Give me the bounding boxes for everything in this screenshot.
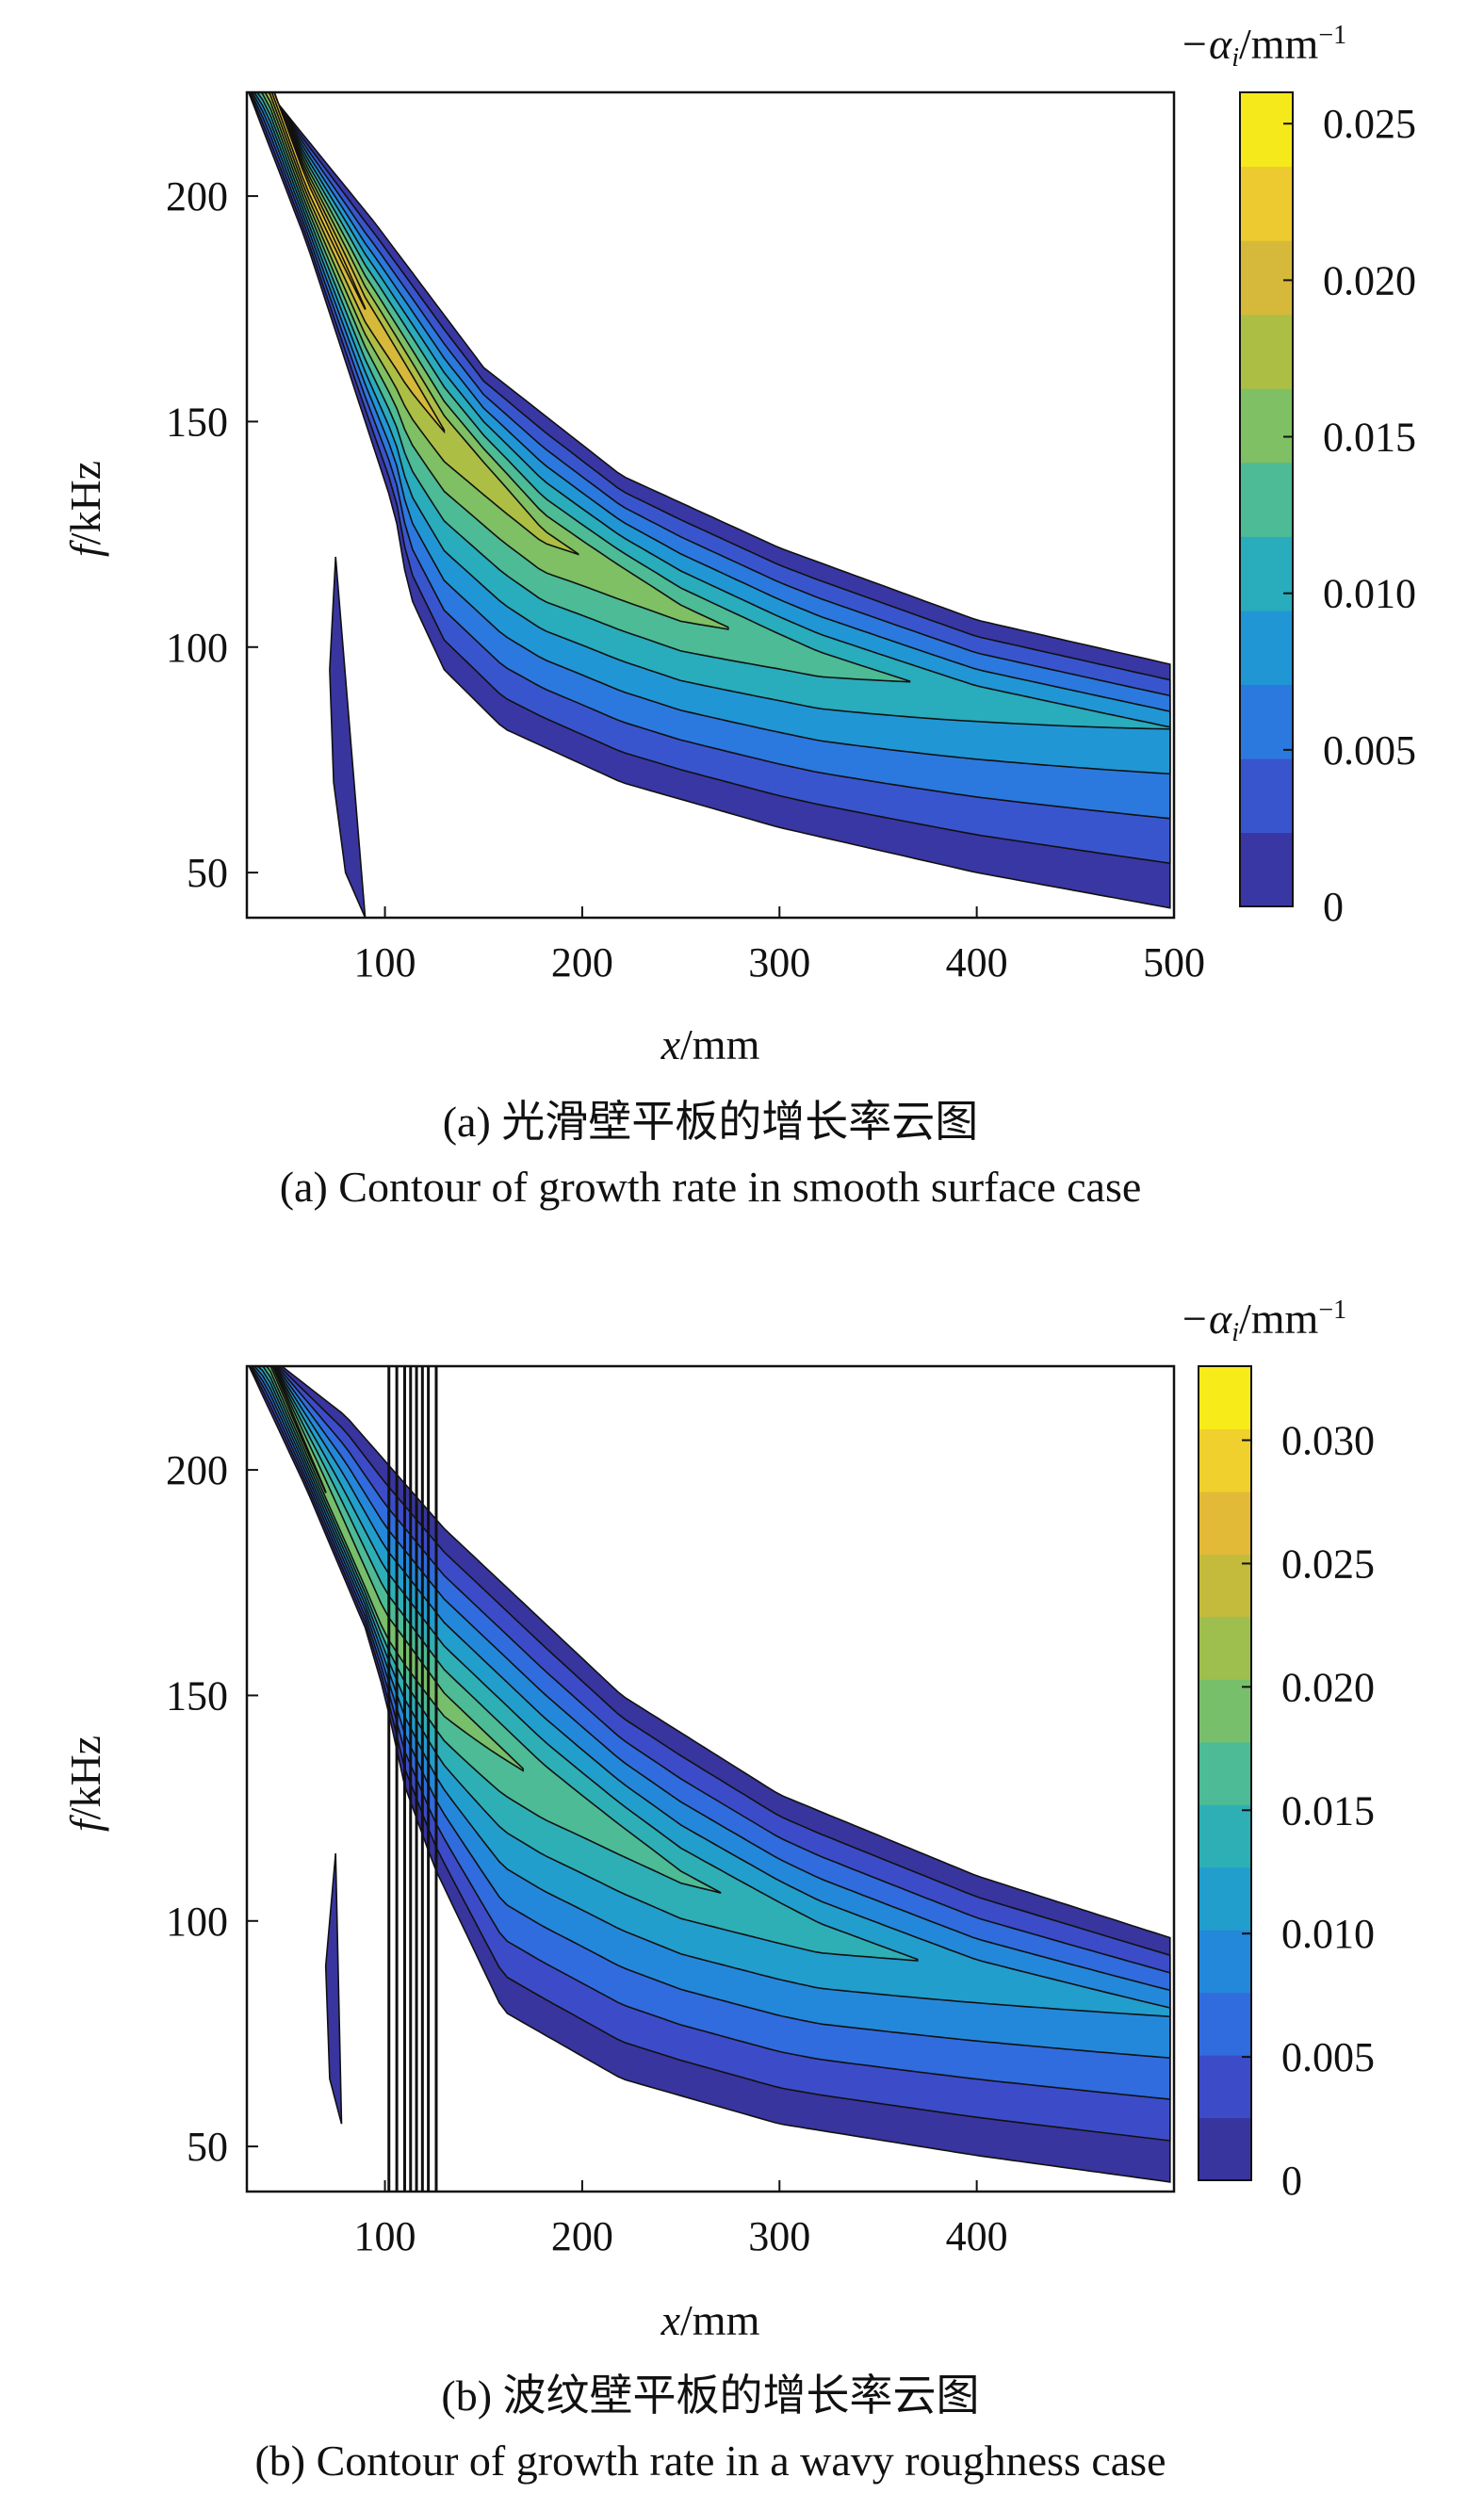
- y-tick-label: 50: [187, 2124, 228, 2170]
- colorbar-segment: [1199, 1366, 1251, 1430]
- colorbar-segment: [1199, 1491, 1251, 1555]
- contour-band-8: [269, 1366, 327, 1493]
- panel-b-caption-en: (b) Contour of growth rate in a wavy rou…: [254, 2437, 1166, 2485]
- contour-band-6: [260, 92, 729, 630]
- x-tick-label: 400: [946, 2213, 1008, 2259]
- contour-band-2: [250, 92, 1171, 820]
- colorbar-segment: [1240, 536, 1293, 611]
- contour-band-7: [264, 92, 579, 556]
- colorbar-tick-label: 0.020: [1281, 1664, 1375, 1710]
- colorbar-segment: [1240, 610, 1293, 685]
- colorbar-segment: [1240, 832, 1293, 907]
- lowfreq-region: [329, 556, 367, 918]
- x-tick-label: 200: [551, 2213, 613, 2259]
- panel-a-yticks: 50 100 150 200: [166, 173, 258, 896]
- panel-a-colorbar: 0 0.005 0.010 0.015 0.020 0.025: [1239, 91, 1416, 930]
- colorbar-segment: [1199, 1804, 1251, 1868]
- x-tick-label: 100: [354, 939, 416, 986]
- panel-a-plot-frame: [245, 90, 1176, 920]
- colorbar-frame: [1198, 1365, 1252, 2181]
- y-tick-label: 150: [166, 1672, 228, 1719]
- colorbar-segment: [1240, 462, 1293, 537]
- x-tick-label: 200: [551, 939, 613, 986]
- contour-band-10: [273, 92, 280, 105]
- panel-a-xticks: 100 200 300 400 500: [354, 906, 1205, 986]
- panel-a-colorbar-label: −αi/mm−1: [1180, 20, 1346, 73]
- colorbar-segment: [1199, 2055, 1251, 2119]
- colorbar-tick-label: 0.015: [1323, 415, 1416, 461]
- contour-band-2: [250, 1366, 1171, 2100]
- colorbar-segment: [1240, 166, 1293, 241]
- panel-b-xticks: 100 200 300 400: [354, 2180, 1008, 2259]
- x-tick-label: 400: [946, 939, 1008, 986]
- y-tick-label: 100: [166, 625, 228, 671]
- colorbar-tick-label: 0.030: [1281, 1418, 1375, 1464]
- y-tick-label: 150: [166, 399, 228, 445]
- contour-band-9: [270, 92, 367, 310]
- x-tick-label: 500: [1143, 939, 1205, 986]
- panel-a-caption-en: (a) Contour of growth rate in smooth sur…: [280, 1163, 1142, 1211]
- panel-a-caption-cn: (a) 光滑壁平板的增长率云图: [443, 1098, 979, 1146]
- x-tick-label: 100: [354, 2213, 416, 2259]
- colorbar-tick-label: 0.010: [1281, 1911, 1375, 1957]
- y-tick-label: 200: [166, 173, 228, 220]
- x-tick-label: 300: [748, 2213, 810, 2259]
- colorbar-tick-label: 0: [1281, 2158, 1302, 2204]
- colorbar-tick-label: 0.015: [1281, 1787, 1375, 1834]
- panel-a-contours: [248, 92, 1171, 918]
- panel-b: 100 200 300 400 50 100 150 200 x/mm f/kHz 0 0.0…: [61, 1295, 1375, 2485]
- panel-b-colorbar-label: −αi/mm−1: [1180, 1295, 1346, 1347]
- colorbar-segment: [1240, 758, 1293, 834]
- colorbar-segment: [1199, 1554, 1251, 1618]
- panel-b-contours: [248, 1366, 1171, 2192]
- colorbar-segment: [1199, 1930, 1251, 1994]
- panel-b-yticks: 50 100 150 200: [166, 1447, 258, 2170]
- x-tick-label: 300: [748, 939, 810, 986]
- panel-b-caption-cn: (b) 波纹壁平板的增长率云图: [441, 2372, 979, 2420]
- colorbar-tick-label: 0.005: [1281, 2034, 1375, 2080]
- colorbar-tick-label: 0.025: [1323, 101, 1416, 147]
- colorbar-frame: [1239, 91, 1294, 907]
- colorbar-tick-label: 0.010: [1323, 571, 1416, 617]
- y-tick-label: 200: [166, 1447, 228, 1493]
- colorbar-segment: [1240, 684, 1293, 759]
- panel-b-plot-frame: [245, 1364, 1176, 2193]
- colorbar-segment: [1199, 1992, 1251, 2056]
- panel-b-x-axis-label: x/mm: [660, 2296, 760, 2344]
- contour-band-3: [251, 92, 1171, 775]
- y-tick-label: 100: [166, 1899, 228, 1945]
- colorbar-segment: [1199, 1866, 1251, 1931]
- colorbar-segment: [1199, 1616, 1251, 1680]
- contour-band-5: [256, 1366, 919, 1962]
- lowfreq-region: [324, 1852, 343, 2125]
- colorbar-segment: [1199, 2117, 1251, 2181]
- colorbar-tick-label: 0.020: [1323, 257, 1416, 303]
- colorbar-segment: [1240, 388, 1293, 464]
- colorbar-segment: [1240, 314, 1293, 389]
- contour-band-6: [261, 1366, 722, 1895]
- colorbar-segment: [1199, 1428, 1251, 1492]
- colorbar-tick-label: 0: [1323, 884, 1344, 930]
- colorbar-segment: [1240, 92, 1293, 168]
- colorbar-segment: [1199, 1679, 1251, 1743]
- panel-a-y-axis-label: f/kHz: [61, 461, 109, 557]
- colorbar-tick-label: 0.005: [1323, 727, 1416, 774]
- colorbar-segment: [1199, 1741, 1251, 1805]
- y-tick-label: 50: [187, 850, 228, 896]
- panel-a-x-axis-label: x/mm: [660, 1020, 760, 1068]
- contour-band-7: [265, 1366, 524, 1772]
- panel-b-y-axis-label: f/kHz: [61, 1736, 109, 1832]
- panel-b-colorbar: 0 0.005 0.010 0.015 0.020 0.025 0.030: [1198, 1365, 1375, 2204]
- panel-a: 100 200 300 400 500 50 100 150 200 x/mm f/kHz 0…: [61, 20, 1416, 1211]
- colorbar-segment: [1240, 240, 1293, 316]
- contour-band-4: [253, 92, 1171, 730]
- colorbar-tick-label: 0.025: [1281, 1540, 1375, 1587]
